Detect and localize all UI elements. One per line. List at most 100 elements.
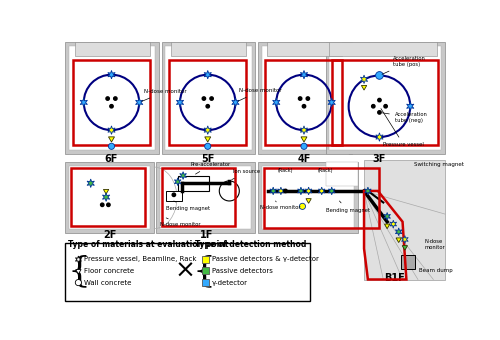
Text: Passive detectors: Passive detectors: [212, 268, 272, 274]
Bar: [162, 168, 236, 226]
Text: γ-detector: γ-detector: [212, 279, 248, 286]
Polygon shape: [270, 187, 276, 195]
Text: {: {: [192, 254, 216, 288]
Polygon shape: [232, 98, 239, 107]
Circle shape: [108, 143, 114, 149]
Polygon shape: [376, 133, 383, 141]
Bar: [66, 242, 310, 301]
Polygon shape: [360, 75, 368, 84]
Text: 4F: 4F: [298, 154, 310, 164]
Text: Type of detection method: Type of detection method: [194, 240, 306, 249]
Text: Pressure vessel, Beamline, Rack: Pressure vessel, Beamline, Rack: [84, 256, 196, 262]
Bar: [178, 175, 208, 191]
Bar: [73, 60, 150, 145]
Bar: [169, 60, 246, 145]
Circle shape: [206, 105, 210, 108]
Bar: [330, 42, 437, 56]
Text: Bending magnet: Bending magnet: [326, 201, 370, 213]
Polygon shape: [384, 224, 390, 229]
Circle shape: [210, 97, 214, 100]
Polygon shape: [301, 137, 307, 142]
Bar: [166, 191, 182, 201]
Circle shape: [384, 105, 388, 108]
Text: Wall concrete: Wall concrete: [84, 279, 131, 286]
Text: 5F: 5F: [201, 154, 214, 164]
Text: Acceleration
tube (pos): Acceleration tube (pos): [382, 56, 426, 74]
Bar: [266, 60, 342, 145]
Polygon shape: [204, 70, 212, 79]
Bar: [66, 163, 154, 233]
Polygon shape: [306, 199, 312, 203]
Circle shape: [76, 279, 82, 286]
Bar: [262, 166, 354, 230]
Bar: [401, 255, 415, 269]
Bar: [162, 42, 256, 154]
Bar: [202, 267, 209, 274]
Polygon shape: [180, 172, 186, 180]
Polygon shape: [406, 102, 414, 110]
Polygon shape: [76, 256, 82, 263]
Circle shape: [220, 181, 240, 201]
Polygon shape: [176, 98, 184, 107]
Bar: [69, 166, 150, 230]
Circle shape: [300, 203, 306, 209]
Circle shape: [378, 98, 381, 102]
Text: 2F: 2F: [104, 230, 117, 240]
Bar: [156, 163, 254, 233]
Polygon shape: [402, 245, 407, 250]
Polygon shape: [328, 187, 335, 195]
Bar: [262, 46, 348, 150]
Circle shape: [378, 111, 381, 114]
Polygon shape: [80, 98, 88, 107]
Polygon shape: [318, 187, 325, 195]
Bar: [330, 46, 441, 150]
Circle shape: [302, 105, 306, 108]
Circle shape: [284, 189, 287, 193]
Text: Floor concrete: Floor concrete: [84, 268, 134, 274]
Text: Ion source: Ion source: [232, 169, 260, 180]
Circle shape: [110, 105, 113, 108]
Bar: [202, 279, 209, 286]
Bar: [258, 163, 358, 233]
Polygon shape: [300, 70, 308, 79]
Text: B1F: B1F: [384, 273, 405, 283]
Bar: [202, 256, 209, 262]
Polygon shape: [306, 187, 312, 195]
Bar: [69, 46, 156, 150]
Text: N-dose monitor: N-dose monitor: [260, 201, 300, 210]
Circle shape: [100, 203, 104, 206]
Circle shape: [376, 72, 384, 79]
Bar: [72, 168, 144, 226]
Bar: [160, 166, 251, 230]
Polygon shape: [104, 189, 109, 194]
Polygon shape: [384, 212, 390, 220]
Circle shape: [106, 97, 110, 100]
Text: (Rack): (Rack): [278, 168, 293, 173]
Text: N-dose monitor: N-dose monitor: [238, 88, 281, 101]
Polygon shape: [87, 179, 94, 187]
Circle shape: [204, 143, 211, 149]
Polygon shape: [102, 193, 110, 201]
Bar: [326, 163, 358, 186]
Text: Pre-accelerator: Pre-accelerator: [191, 162, 231, 174]
Bar: [166, 46, 252, 150]
Bar: [326, 42, 445, 154]
Polygon shape: [298, 187, 304, 195]
Text: 3F: 3F: [373, 154, 386, 164]
Circle shape: [106, 203, 110, 206]
Text: N-dose monitor: N-dose monitor: [160, 218, 200, 226]
Text: Beam dump: Beam dump: [420, 268, 453, 273]
Text: Type of materials at evaluation point: Type of materials at evaluation point: [68, 240, 228, 249]
Polygon shape: [364, 187, 371, 195]
Circle shape: [372, 105, 375, 108]
Polygon shape: [204, 137, 210, 142]
Polygon shape: [402, 236, 408, 243]
Polygon shape: [76, 270, 81, 274]
Polygon shape: [108, 126, 115, 134]
Text: ×: ×: [174, 259, 195, 283]
Text: N-dose monitor: N-dose monitor: [142, 89, 186, 101]
Polygon shape: [362, 85, 366, 90]
Circle shape: [172, 193, 176, 197]
Bar: [74, 42, 150, 56]
Text: Passive detectors & γ-detector: Passive detectors & γ-detector: [212, 256, 318, 262]
